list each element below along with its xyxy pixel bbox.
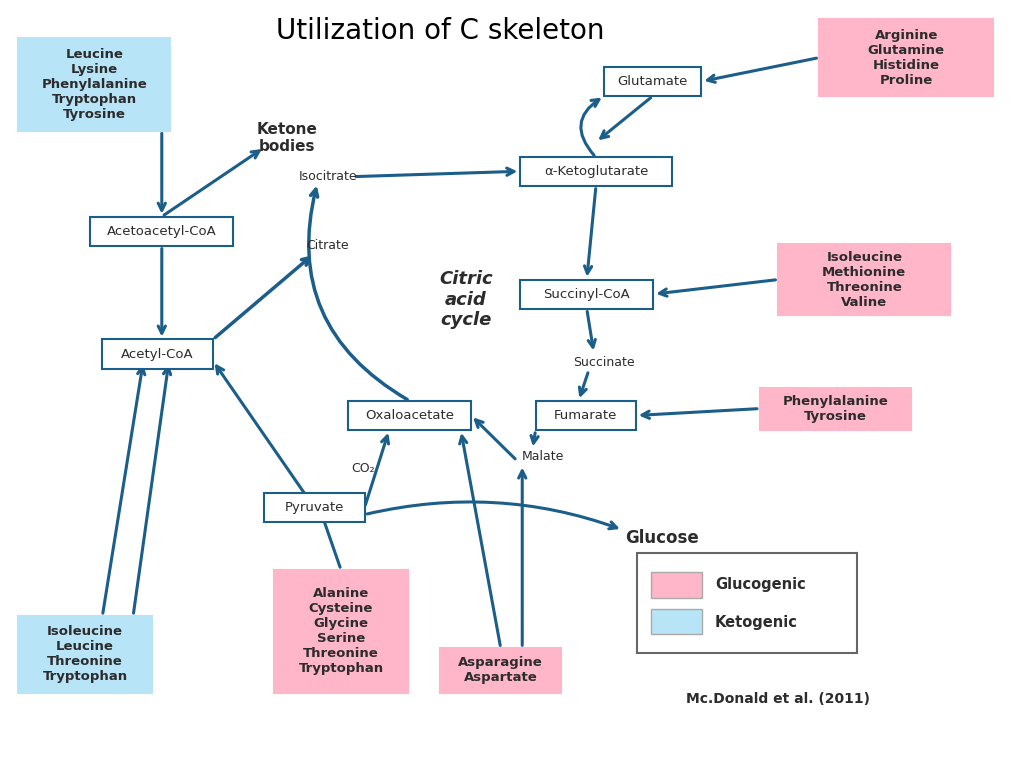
- Text: Fumarate: Fumarate: [554, 409, 617, 422]
- Text: Alanine
Cysteine
Glycine
Serine
Threonine
Tryptophan: Alanine Cysteine Glycine Serine Threonin…: [298, 588, 384, 675]
- FancyBboxPatch shape: [18, 616, 152, 693]
- FancyBboxPatch shape: [819, 19, 993, 96]
- Text: Acetyl-CoA: Acetyl-CoA: [122, 348, 194, 360]
- Text: Succinate: Succinate: [573, 356, 635, 369]
- Text: Glucose: Glucose: [625, 528, 698, 547]
- Text: Phenylalanine
Tyrosine: Phenylalanine Tyrosine: [782, 395, 889, 423]
- Text: Malate: Malate: [522, 451, 564, 463]
- Text: Oxaloacetate: Oxaloacetate: [366, 409, 454, 422]
- Text: Acetoacetyl-CoA: Acetoacetyl-CoA: [106, 225, 217, 237]
- FancyBboxPatch shape: [536, 401, 636, 430]
- Text: Citrate: Citrate: [306, 240, 349, 252]
- Text: Utilization of C skeleton: Utilization of C skeleton: [276, 17, 604, 45]
- FancyBboxPatch shape: [637, 553, 857, 653]
- Text: CO₂: CO₂: [351, 462, 376, 475]
- Text: Isoleucine
Methionine
Threonine
Valine: Isoleucine Methionine Threonine Valine: [822, 250, 906, 309]
- Text: Arginine
Glutamine
Histidine
Proline: Arginine Glutamine Histidine Proline: [867, 28, 945, 87]
- Text: Leucine
Lysine
Phenylalanine
Tryptophan
Tyrosine: Leucine Lysine Phenylalanine Tryptophan …: [41, 48, 147, 121]
- Text: Asparagine
Aspartate: Asparagine Aspartate: [459, 657, 543, 684]
- Text: Citric
acid
cycle: Citric acid cycle: [439, 270, 493, 329]
- FancyBboxPatch shape: [440, 648, 561, 693]
- Text: Succinyl-CoA: Succinyl-CoA: [544, 288, 630, 300]
- Text: Isocitrate: Isocitrate: [298, 170, 357, 183]
- FancyBboxPatch shape: [90, 217, 233, 246]
- FancyBboxPatch shape: [520, 157, 672, 186]
- Text: α-Ketoglutarate: α-Ketoglutarate: [544, 165, 648, 177]
- FancyBboxPatch shape: [651, 609, 702, 634]
- Text: Isoleucine
Leucine
Threonine
Tryptophan: Isoleucine Leucine Threonine Tryptophan: [42, 625, 128, 684]
- FancyBboxPatch shape: [604, 67, 701, 96]
- FancyBboxPatch shape: [778, 244, 950, 315]
- FancyBboxPatch shape: [102, 339, 213, 369]
- FancyBboxPatch shape: [651, 572, 702, 598]
- Text: Glucogenic: Glucogenic: [715, 577, 806, 592]
- Text: Pyruvate: Pyruvate: [285, 502, 344, 514]
- Text: Mc.Donald et al. (2011): Mc.Donald et al. (2011): [686, 692, 870, 706]
- Text: Ketogenic: Ketogenic: [715, 614, 798, 630]
- FancyBboxPatch shape: [348, 401, 471, 430]
- Text: Ketone
bodies: Ketone bodies: [256, 122, 317, 154]
- FancyBboxPatch shape: [520, 280, 653, 309]
- FancyBboxPatch shape: [264, 493, 365, 522]
- FancyBboxPatch shape: [274, 570, 408, 693]
- Text: Glutamate: Glutamate: [617, 75, 688, 88]
- FancyBboxPatch shape: [18, 38, 170, 131]
- FancyBboxPatch shape: [760, 388, 911, 430]
